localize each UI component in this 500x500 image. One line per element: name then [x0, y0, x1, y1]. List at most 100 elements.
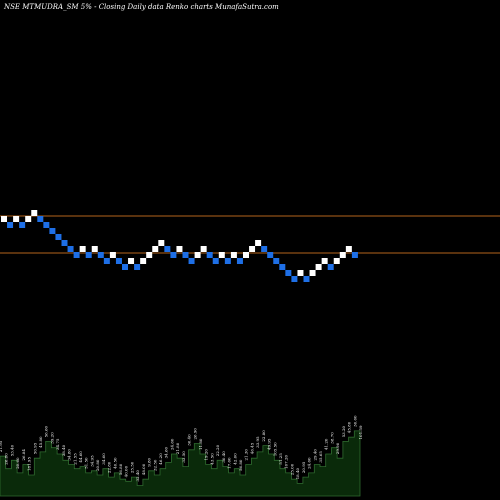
- volume-label: 49.95: [267, 438, 272, 450]
- volume-label: 46.50: [112, 457, 117, 469]
- renko-brick-up: [31, 210, 38, 216]
- volume-label: 105.50: [272, 442, 277, 456]
- volume-label: 36.40: [187, 434, 192, 446]
- renko-brick-down: [43, 222, 50, 228]
- volume-label: 53.40: [9, 444, 14, 456]
- volume-area: [0, 430, 361, 497]
- renko-brick-down: [303, 276, 310, 282]
- renko-brick-up: [91, 246, 98, 252]
- volume-label: 36.60: [352, 415, 357, 427]
- volume-label: 56.60: [44, 425, 49, 437]
- volume-label: 101.59: [358, 425, 363, 439]
- volume-label: 29.40: [312, 449, 317, 461]
- renko-brick-up: [146, 252, 153, 258]
- volume-label: 35.65: [318, 451, 323, 463]
- volume-label: 30.40: [221, 451, 226, 463]
- renko-brick-down: [19, 222, 26, 228]
- volume-label: 21.30: [244, 449, 249, 461]
- volume-label: 24.60: [169, 438, 174, 450]
- volume-label: 24.60: [307, 457, 312, 469]
- renko-brick-up: [218, 252, 225, 258]
- volume-label: 20.80: [95, 459, 100, 471]
- volume-label: 34.60: [101, 453, 106, 465]
- volume-profile: [0, 430, 361, 497]
- renko-brick-down: [236, 258, 243, 264]
- volume-label: 43.50: [209, 453, 214, 465]
- volume-label: 21.80: [175, 442, 180, 454]
- renko-brick-down: [182, 252, 189, 258]
- renko-brick-down: [279, 264, 286, 270]
- volume-label: 41.20: [324, 438, 329, 450]
- volume-label: 33.50: [181, 451, 186, 463]
- renko-brick-up: [309, 270, 316, 276]
- volume-label: 21.95: [0, 440, 3, 452]
- renko-brick-down: [134, 264, 141, 270]
- renko-brick-up: [79, 246, 86, 252]
- volume-label: 26.90: [192, 428, 197, 440]
- volume-label: 34.75: [55, 438, 60, 450]
- renko-brick-up: [140, 258, 147, 264]
- volume-label: 39.20: [49, 432, 54, 444]
- renko-brick-down: [273, 258, 280, 264]
- volume-label: 45.80: [347, 421, 352, 433]
- renko-brick-down: [206, 252, 213, 258]
- renko-brick-up: [243, 252, 249, 258]
- renko-brick-up: [315, 264, 322, 270]
- volume-label: 40.00: [124, 465, 129, 477]
- volume-label: 25.00: [289, 463, 294, 475]
- renko-brick-down: [49, 228, 56, 234]
- renko-brick-up: [13, 216, 20, 222]
- volume-label: 25.50: [129, 461, 134, 473]
- renko-brick-up: [333, 258, 340, 264]
- volume-label: 26.84: [21, 449, 26, 461]
- renko-brick-down: [267, 252, 274, 258]
- volume-label: 46.20: [158, 453, 163, 465]
- renko-brick-down: [37, 216, 44, 222]
- renko-brick-down: [351, 252, 358, 258]
- renko-brick-up: [297, 270, 304, 276]
- renko-brick-down: [327, 264, 334, 270]
- volume-label: 181.95: [27, 457, 32, 471]
- volume-label: 29.90: [335, 442, 340, 454]
- volume-label: 34.95: [89, 455, 94, 467]
- volume-label: 107.20: [284, 454, 289, 468]
- volume-label: 42.60: [232, 453, 237, 465]
- renko-brick-down: [164, 246, 171, 252]
- volume-label: 11.80: [198, 438, 203, 450]
- volume-label: 50.95: [32, 442, 37, 454]
- renko-brick-down: [73, 252, 80, 258]
- renko-brick-up: [1, 216, 7, 222]
- renko-brick-up: [128, 258, 135, 264]
- volume-label: 44.60: [78, 451, 83, 463]
- renko-brick-up: [230, 252, 237, 258]
- renko-brick-up: [200, 246, 207, 252]
- volume-label: 56.80: [118, 463, 123, 475]
- volume-label: 51.50: [84, 457, 89, 469]
- renko-brick-up: [321, 258, 328, 264]
- renko-brick-down: [115, 258, 122, 264]
- renko-brick-down: [285, 270, 292, 276]
- renko-brick-up: [158, 240, 165, 246]
- renko-brick-down: [188, 258, 195, 264]
- volume-label: 9.80: [147, 457, 152, 466]
- renko-brick-down: [291, 276, 298, 282]
- renko-brick-up: [249, 246, 256, 252]
- renko-brick-up: [345, 246, 352, 252]
- renko-brick-up: [255, 240, 262, 246]
- renko-brick-down: [85, 252, 92, 258]
- renko-brick-up: [25, 216, 32, 222]
- renko-brick-down: [97, 252, 104, 258]
- chart-title: NSE MTMUDRA_SM 5% - Closing Daily data R…: [3, 3, 279, 11]
- volume-label: 19.20: [204, 449, 209, 461]
- volume-label: 34.60: [164, 446, 169, 458]
- renko-brick-up: [194, 252, 201, 258]
- renko-brick-up: [176, 246, 183, 252]
- volume-label: 38.40: [61, 444, 66, 456]
- volume-label: 38.70: [329, 432, 334, 444]
- volume-label: 18.40: [295, 467, 300, 479]
- volume-label: 56.80: [238, 459, 243, 471]
- renko-brick-down: [103, 258, 110, 264]
- volume-label: 53.20: [341, 425, 346, 437]
- volume-label: 20.95: [301, 461, 306, 473]
- volume-label: 20.60: [15, 457, 20, 469]
